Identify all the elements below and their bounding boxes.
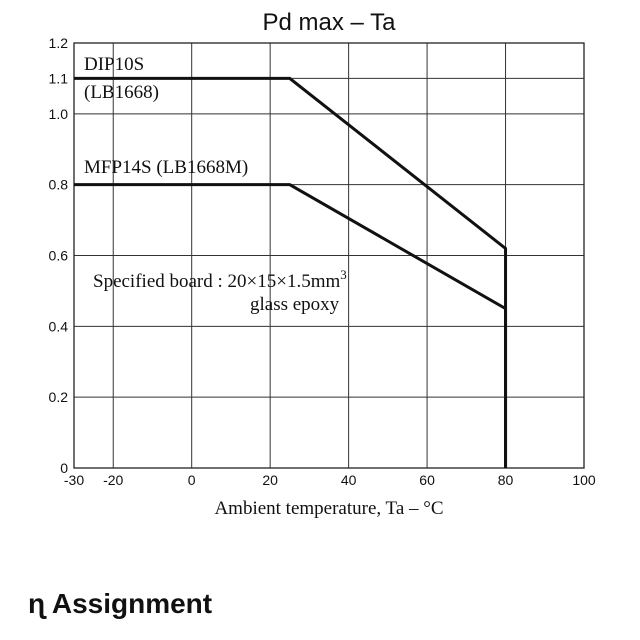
- y-tick-label: 0.4: [49, 318, 69, 334]
- x-axis-label: Ambient temperature, Ta – °C: [214, 498, 443, 519]
- x-tick-label: 40: [341, 472, 357, 488]
- chart-title: Pd max – Ta: [263, 9, 397, 36]
- x-tick-labels: -30 -20 0 20 40 60 80 100: [64, 472, 596, 488]
- y-tick-label: 1.2: [49, 35, 69, 51]
- x-tick-label: 100: [572, 472, 596, 488]
- plot-frame: [73, 42, 585, 469]
- x-tick-label: 0: [188, 472, 196, 488]
- y-tick-label: 1.1: [49, 70, 69, 86]
- series-label-mfp14s: MFP14S (LB1668M): [84, 157, 248, 178]
- board-annotation-line1: Specified board : 20×15×1.5mm3: [93, 267, 347, 292]
- y-tick-labels: 0 0.2 0.4 0.6 0.8 1.0 1.1 1.2: [49, 35, 69, 476]
- series-label-lb1668: (LB1668): [84, 82, 159, 103]
- board-annotation-prefix: Specified board : 20×15×1.5mm: [93, 271, 340, 292]
- x-tick-label: 80: [498, 472, 514, 488]
- series-line-1: [74, 183, 508, 468]
- y-tick-label: 0.8: [49, 177, 69, 193]
- x-tick-label: -20: [103, 472, 123, 488]
- y-tick-label: 0: [60, 460, 68, 476]
- grid-lines: [74, 43, 584, 468]
- series-lines: [74, 76, 508, 468]
- board-annotation-sup: 3: [340, 267, 347, 282]
- x-tick-label: -30: [64, 472, 84, 488]
- board-annotation-line2: glass epoxy: [250, 294, 340, 315]
- y-tick-label: 0.2: [49, 389, 69, 405]
- x-tick-label: 60: [419, 472, 435, 488]
- series-label-dip10s: DIP10S: [84, 54, 144, 75]
- section-heading: ɳ Assignment: [28, 588, 213, 619]
- x-tick-label: 20: [262, 472, 278, 488]
- pd-max-chart: Pd max – Ta 0 0.2 0.4 0.6 0.8 1.0 1.1 1.2 -30 -2…: [49, 9, 596, 519]
- y-tick-label: 0.6: [49, 248, 69, 264]
- y-tick-label: 1.0: [49, 106, 69, 122]
